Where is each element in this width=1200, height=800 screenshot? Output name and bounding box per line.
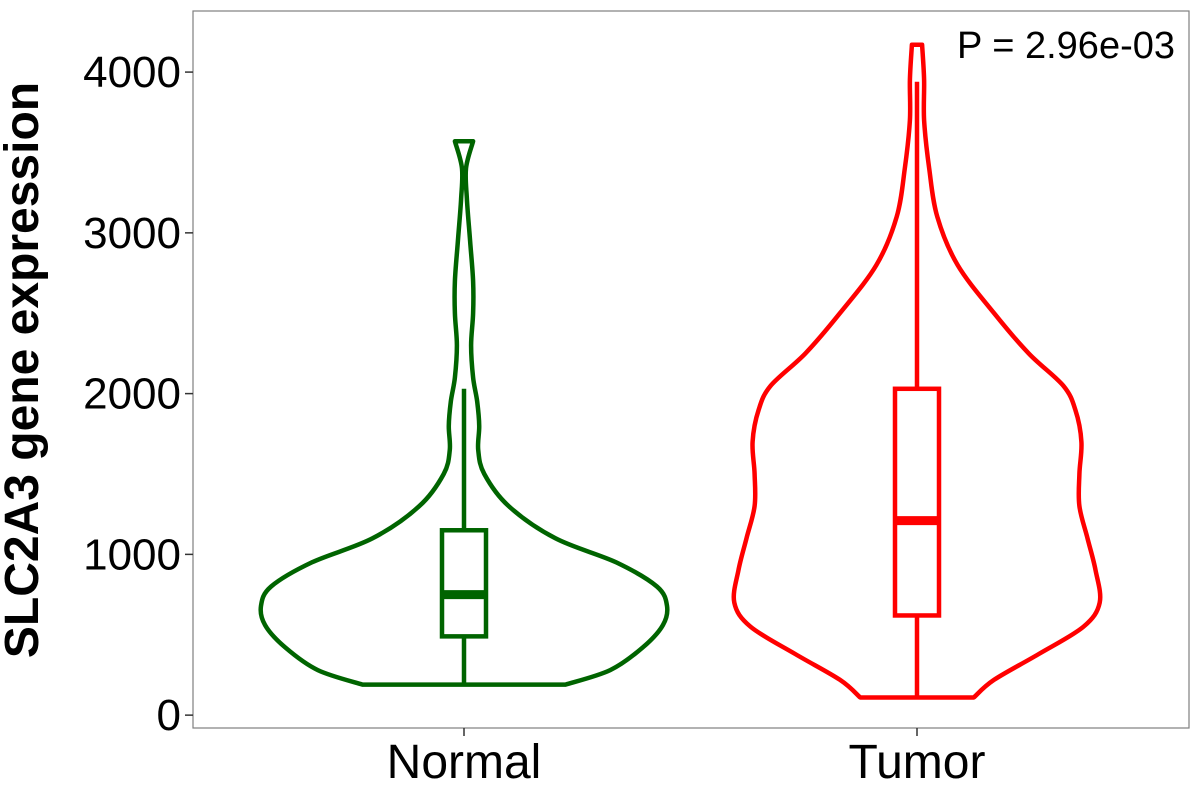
p-value-annotation: P = 2.96e-03 xyxy=(957,25,1175,67)
y-axis: 0 1000 2000 3000 4000 xyxy=(83,48,193,740)
y-tick-label: 3000 xyxy=(83,209,181,258)
box-normal xyxy=(439,528,489,639)
y-tick-label: 1000 xyxy=(83,530,181,579)
violins xyxy=(258,42,1103,700)
boxplots xyxy=(439,81,942,698)
violin-normal xyxy=(258,138,670,687)
plot-panel-border xyxy=(192,10,1190,729)
x-tick-label: Tumor xyxy=(849,736,986,789)
y-tick-label: 2000 xyxy=(83,370,181,419)
y-axis-title: SLC2A3 gene expression xyxy=(0,82,49,658)
violin-tumor xyxy=(731,42,1103,700)
y-tick-label: 0 xyxy=(157,691,181,740)
x-axis: Normal Tumor xyxy=(387,728,986,789)
x-tick-label: Normal xyxy=(387,736,542,789)
y-tick-label: 4000 xyxy=(83,48,181,97)
box-tumor xyxy=(892,386,942,618)
